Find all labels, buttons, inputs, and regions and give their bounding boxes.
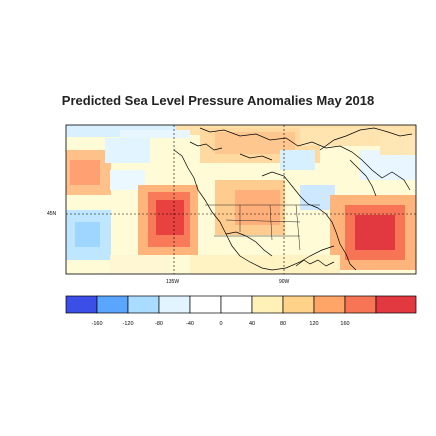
graticule [66, 125, 416, 274]
colorbar-tick: 160 [340, 321, 350, 327]
colorbar-swatch-2 [96, 295, 129, 314]
colorbar-tick: 40 [248, 321, 256, 327]
colorbar-tick: 120 [309, 321, 319, 327]
colorbar-swatch-8 [282, 295, 315, 314]
colorbar-swatch-7 [251, 295, 284, 314]
lon-label-90w: 90W [279, 279, 290, 285]
coastlines [173, 127, 413, 271]
lon-label-135w: 135W [166, 279, 180, 285]
colorbar-swatch-9 [313, 295, 346, 314]
colorbar-tick: -40 [186, 321, 194, 327]
state-borders [205, 204, 320, 251]
colorbar-tick: 80 [279, 321, 287, 327]
colorbar-tick: -120 [122, 321, 134, 327]
colorbar [65, 295, 417, 314]
colorbar-swatch-3 [127, 295, 160, 314]
colorbar-tick: 0 [219, 321, 223, 327]
colorbar-swatch-1 [65, 295, 98, 314]
colorbar-tick: -160 [91, 321, 103, 327]
colorbar-tick: -80 [155, 321, 163, 327]
colorbar-swatch-10 [344, 295, 377, 314]
colorbar-swatch-6 [220, 295, 253, 314]
lat-label-45n: 45N [47, 211, 57, 217]
map-border [65, 124, 417, 275]
map-title: Predicted Sea Level Pressure Anomalies M… [61, 93, 375, 108]
colorbar-swatch-5 [189, 295, 222, 314]
colorbar-swatch-11 [375, 295, 417, 314]
colorbar-swatch-4 [158, 295, 191, 314]
anomaly-fields [66, 125, 416, 274]
